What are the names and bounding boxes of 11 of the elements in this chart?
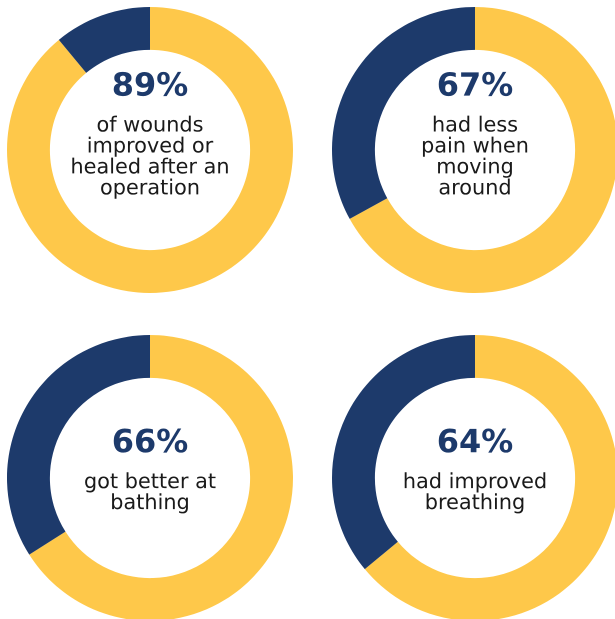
text: got better at bathing — [85, 472, 216, 514]
donut-slice — [7, 7, 293, 293]
donut-slice — [29, 335, 293, 619]
text: 66% — [114, 428, 188, 453]
text: 89% — [114, 72, 188, 96]
text: of wounds improved or healed after an operation — [72, 116, 228, 199]
text: 67% — [438, 72, 512, 96]
text: had less pain when moving around — [422, 116, 528, 195]
donut-slice — [58, 7, 150, 73]
text: had improved breathing — [404, 472, 546, 514]
text: 64% — [438, 428, 512, 453]
